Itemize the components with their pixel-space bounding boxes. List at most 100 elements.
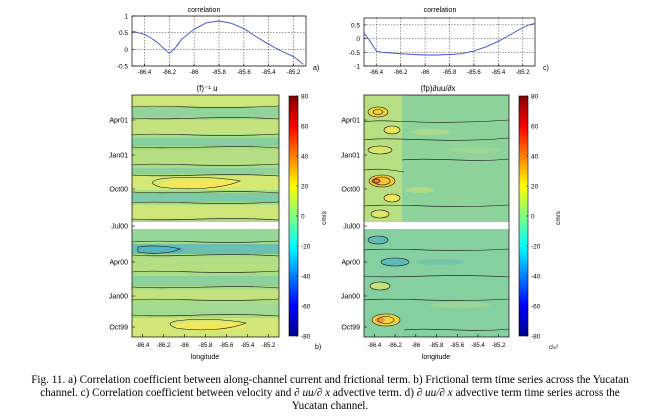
x-tick-label: -86.2 (157, 343, 171, 349)
panel-c-x-ticks: -86.4 -86.2 -86 -85.8 -85.6 -85.4 -85.2 (369, 63, 530, 76)
colorbar-tick-label: -40 (301, 274, 311, 281)
y-tick-label: 0 (124, 47, 128, 54)
panel-a-x-ticks: -86.4 -86.2 -86 -85.8 -85.6 -85.4 -85.2 (138, 63, 301, 76)
x-tick-label: -85.8 (430, 343, 444, 349)
x-tick-label: -86.4 (368, 343, 382, 349)
panel-c: correlation 0.5 0 -0.5 -1 -86.4 -86.2 -86 -85.… (349, 7, 549, 76)
x-tick-label: -85.2 (516, 70, 530, 76)
y-tick-label: Oct99 (341, 325, 360, 332)
caption-line-2c: advective term. d) (330, 387, 417, 399)
colorbar-tick-label: 80 (531, 94, 539, 101)
y-tick-label: -0.5 (349, 50, 361, 57)
x-tick-label: -85.2 (492, 343, 506, 349)
y-tick-label: -0.5 (117, 64, 129, 71)
panel-b: (f)⁻¹ u (109, 84, 321, 361)
y-tick-label: Jan00 (341, 294, 360, 301)
panel-d-xlabel: longitude (422, 354, 451, 361)
y-tick-label: Jan00 (109, 294, 128, 301)
panel-c-label: c) (543, 65, 549, 72)
x-tick-label: -86.4 (138, 70, 152, 76)
panel-b-xlabel: longitude (191, 354, 220, 361)
colorbar-left-ticks: 80 60 40 20 0 -20 -40 -60 -80 (296, 94, 311, 341)
panel-c-title: correlation (424, 7, 457, 14)
y-tick-label: 0 (356, 36, 360, 43)
colorbar-tick-label: -20 (301, 244, 311, 251)
colorbar-tick-label: 60 (301, 124, 309, 131)
colorbar-left-unit: cm/s (321, 210, 328, 224)
colorbar-tick-label: 60 (531, 124, 539, 131)
colorbar-right-unit: cm/s (555, 210, 562, 224)
y-tick-label: -1 (354, 64, 360, 71)
x-tick-label: -85.4 (471, 343, 485, 349)
x-tick-label: -85.4 (262, 70, 276, 76)
y-tick-label: 1 (124, 14, 128, 21)
colorbar-tick-label: 40 (531, 154, 539, 161)
x-tick-label: -86 (190, 70, 199, 76)
colorbar-tick-label: -20 (531, 244, 541, 251)
y-tick-label: Jan01 (109, 153, 128, 160)
panel-b-label: b) (315, 344, 321, 351)
colorbar-tick-label: 20 (301, 184, 309, 191)
figure-11: correlation 1 0.5 0 -0.5 -86.4 -86.2 -86 -85.8… (109, 7, 562, 361)
panel-b-title: (f)⁻¹ u (196, 84, 217, 93)
colorbar-right-bottom-unit: clₛ² (549, 344, 559, 351)
y-tick-label: Apr01 (109, 118, 128, 125)
y-tick-label: Apr01 (341, 118, 360, 125)
y-tick-label: Oct00 (109, 187, 128, 194)
panel-c-gridlines (364, 18, 535, 67)
x-tick-label: -86.2 (388, 343, 402, 349)
panel-d: (fp)∂uu/∂x (341, 84, 510, 361)
y-tick-label: 0.5 (119, 30, 128, 37)
x-tick-label: -86 (411, 343, 420, 349)
colorbar-right-ticks: 80 60 40 20 0 -20 -40 -60 -80 (526, 94, 541, 341)
panel-a-title: correlation (188, 7, 221, 14)
caption-math-2: ∂ uu/∂ x (416, 387, 453, 399)
caption-line-2e: advective term time series across the (452, 387, 620, 399)
colorbar-tick-label: -80 (531, 334, 541, 341)
x-tick-label: -85.4 (241, 343, 255, 349)
colorbar-tick-label: 0 (301, 214, 305, 221)
colorbar-tick-label: -60 (301, 304, 311, 311)
caption-math-1: ∂ uu/∂ x (294, 387, 331, 399)
caption-line-2: channel. c) Correlation coefficient betw… (4, 387, 656, 400)
y-tick-label: Oct00 (341, 187, 360, 194)
panel-d-y-ticks: Apr01 Jan01 Oct00 Jul00 Apr00 Jan00 Oct99 (341, 118, 367, 332)
panel-a: correlation 1 0.5 0 -0.5 -86.4 -86.2 -86 -85.8… (117, 7, 319, 76)
x-tick-label: -85.8 (212, 70, 226, 76)
x-tick-label: -86.2 (162, 70, 176, 76)
colorbar-tick-label: 0 (531, 214, 535, 221)
panel-c-correlation-line (363, 23, 536, 56)
colorbar-tick-label: -40 (531, 274, 541, 281)
caption-line-1: Fig. 11. a) Correlation coefficient betw… (31, 374, 629, 386)
panel-a-correlation-line (131, 20, 304, 65)
colorbar-tick-label: 40 (301, 154, 309, 161)
panel-d-title: (fp)∂uu/∂x (420, 84, 455, 93)
colorbar-tick-label: 20 (531, 184, 539, 191)
y-tick-label: Apr00 (109, 260, 128, 267)
x-tick-label: -85.8 (199, 343, 213, 349)
y-tick-label: Jul00 (111, 224, 128, 231)
colorbar-right: 80 60 40 20 0 -20 -40 -60 -80 cm/s clₛ² (518, 94, 562, 351)
figure-caption: Fig. 11. a) Correlation coefficient betw… (4, 374, 656, 413)
x-tick-label: -85.8 (443, 70, 457, 76)
y-tick-label: Oct99 (109, 325, 128, 332)
panel-a-gridlines (132, 15, 306, 67)
colorbar-tick-label: -80 (301, 334, 311, 341)
panel-d-field (364, 95, 509, 337)
y-tick-label: 0.5 (351, 22, 360, 29)
x-tick-label: -85.6 (467, 70, 481, 76)
panel-d-x-ticks: -86.4 -86.2 -86 -85.8 -85.6 -85.4 -85.2 (368, 334, 506, 349)
x-tick-label: -85.2 (287, 70, 301, 76)
caption-line-3: Yucatan channel. (291, 400, 369, 412)
x-tick-label: -86 (180, 343, 189, 349)
x-tick-label: -85.6 (450, 343, 464, 349)
panel-b-field (132, 95, 279, 337)
x-tick-label: -86 (421, 70, 430, 76)
x-tick-label: -85.2 (262, 343, 276, 349)
x-tick-label: -86.4 (136, 343, 150, 349)
x-tick-label: -86.2 (394, 70, 408, 76)
x-tick-label: -85.4 (492, 70, 506, 76)
colorbar-left: 80 60 40 20 0 -20 -40 -60 -80 cm/s (288, 94, 328, 341)
y-tick-label: Jul00 (343, 224, 360, 231)
x-tick-label: -86.4 (369, 70, 383, 76)
